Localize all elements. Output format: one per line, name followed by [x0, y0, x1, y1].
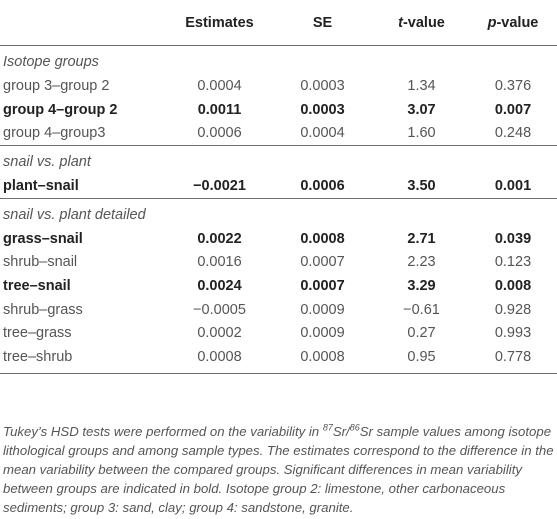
p-value-cell: 0.993	[494, 325, 532, 342]
p-value-cell: 0.376	[494, 77, 532, 94]
p-value-cell: 0.008	[494, 277, 532, 294]
t-value-cell: 1.34	[407, 77, 436, 94]
table-row: tree–grass 0.0002 0.0009 0.27 0.993	[0, 322, 557, 346]
tukey-results-table: Estimates SE t-value p-value Isotope gro…	[0, 0, 557, 374]
estimate-cell: −0.0021	[193, 177, 246, 194]
estimate-cell: 0.0008	[168, 345, 271, 374]
comparison-label: shrub–grass	[3, 301, 83, 318]
se-cell: 0.0009	[300, 301, 345, 318]
comparison-label: tree–shrub	[0, 345, 168, 374]
estimate-cell: 0.0011	[197, 101, 242, 118]
se-cell: 0.0004	[300, 125, 345, 142]
se-cell: 0.0007	[300, 277, 345, 294]
table-row: grass–snail 0.0022 0.0008 2.71 0.039	[0, 227, 557, 251]
p-value-cell: 0.001	[494, 177, 532, 194]
t-value-cell: −0.61	[403, 301, 440, 318]
table-row: group 4–group3 0.0006 0.0004 1.60 0.248	[0, 121, 557, 145]
estimate-cell: 0.0024	[197, 277, 242, 294]
t-value-cell: 3.29	[407, 277, 436, 294]
p-value-cell: 0.123	[494, 254, 532, 271]
header-t-suffix: -value	[402, 14, 445, 31]
table-row: plant–snail −0.0021 0.0006 3.50 0.001	[0, 174, 557, 198]
footnote-text-2: Sr/	[332, 424, 350, 439]
comparison-label: group 3–group 2	[3, 77, 110, 94]
group-title: snail vs. plant	[0, 145, 557, 175]
comparison-label: group 4–group3	[3, 125, 106, 142]
se-cell: 0.0009	[300, 325, 345, 342]
header-p-suffix: -value	[496, 14, 539, 31]
comparison-label: plant–snail	[3, 177, 79, 194]
footnote-sup-87: 87	[322, 422, 333, 433]
estimate-cell: 0.0004	[197, 77, 242, 94]
group-title: Isotope groups	[3, 54, 99, 70]
t-value-cell: 0.95	[374, 345, 469, 374]
p-value-cell: 0.248	[494, 125, 532, 142]
group-heading-row: snail vs. plant detailed	[0, 197, 557, 227]
table-row: group 3–group 2 0.0004 0.0003 1.34 0.376	[0, 74, 557, 98]
footnote-sup-86: 86	[349, 422, 360, 433]
estimate-cell: −0.0005	[193, 301, 246, 318]
table-row: shrub–grass −0.0005 0.0009 −0.61 0.928	[0, 298, 557, 322]
se-cell: 0.0008	[300, 230, 345, 247]
estimate-cell: 0.0016	[197, 254, 242, 271]
group-title: snail vs. plant detailed	[0, 197, 557, 227]
table-row: shrub–snail 0.0016 0.0007 2.23 0.123	[0, 250, 557, 274]
header-t-symbol: t	[398, 14, 403, 31]
header-se: SE	[271, 0, 374, 46]
header-empty	[0, 0, 168, 46]
header-p-symbol: p	[487, 14, 497, 31]
t-value-cell: 1.60	[407, 125, 436, 142]
comparison-label: tree–snail	[3, 277, 71, 294]
p-value-cell: 0.007	[494, 101, 532, 118]
table-row: tree–shrub 0.0008 0.0008 0.95 0.778	[0, 345, 557, 374]
comparison-label: shrub–snail	[3, 254, 78, 271]
p-value-cell: 0.778	[469, 345, 557, 374]
se-cell: 0.0008	[271, 345, 374, 374]
t-value-cell: 2.71	[407, 230, 436, 247]
comparison-label: tree–grass	[3, 325, 72, 342]
footnote-text-3: Sr sample values among isotope lithologi…	[3, 424, 554, 515]
header-p-value: p-value	[469, 0, 557, 46]
p-value-cell: 0.039	[494, 230, 532, 247]
group-heading-row: Isotope groups	[0, 46, 557, 75]
comparison-label: group 4–group 2	[3, 101, 118, 118]
header-estimates: Estimates	[168, 0, 271, 46]
t-value-cell: 3.50	[407, 177, 436, 194]
footnote-text-1: Tukey’s HSD tests were performed on the …	[3, 424, 323, 439]
se-cell: 0.0003	[300, 101, 345, 118]
estimate-cell: 0.0002	[197, 325, 242, 342]
t-value-cell: 3.07	[407, 101, 436, 118]
header-t-value: t-value	[374, 0, 469, 46]
p-value-cell: 0.928	[494, 301, 532, 318]
se-cell: 0.0006	[300, 177, 345, 194]
comparison-label: grass–snail	[3, 230, 83, 247]
estimate-cell: 0.0022	[197, 230, 242, 247]
t-value-cell: 2.23	[407, 254, 436, 271]
table-row: group 4–group 2 0.0011 0.0003 3.07 0.007	[0, 98, 557, 122]
header-row: Estimates SE t-value p-value	[0, 0, 557, 46]
t-value-cell: 0.27	[407, 325, 436, 342]
se-cell: 0.0007	[300, 254, 345, 271]
group-heading-row: snail vs. plant	[0, 145, 557, 175]
table-footnote: Tukey’s HSD tests were performed on the …	[3, 423, 555, 518]
table-row: tree–snail 0.0024 0.0007 3.29 0.008	[0, 274, 557, 298]
se-cell: 0.0003	[300, 77, 345, 94]
table-body: Isotope groups group 3–group 2 0.0004 0.000…	[0, 46, 557, 374]
estimate-cell: 0.0006	[197, 125, 242, 142]
